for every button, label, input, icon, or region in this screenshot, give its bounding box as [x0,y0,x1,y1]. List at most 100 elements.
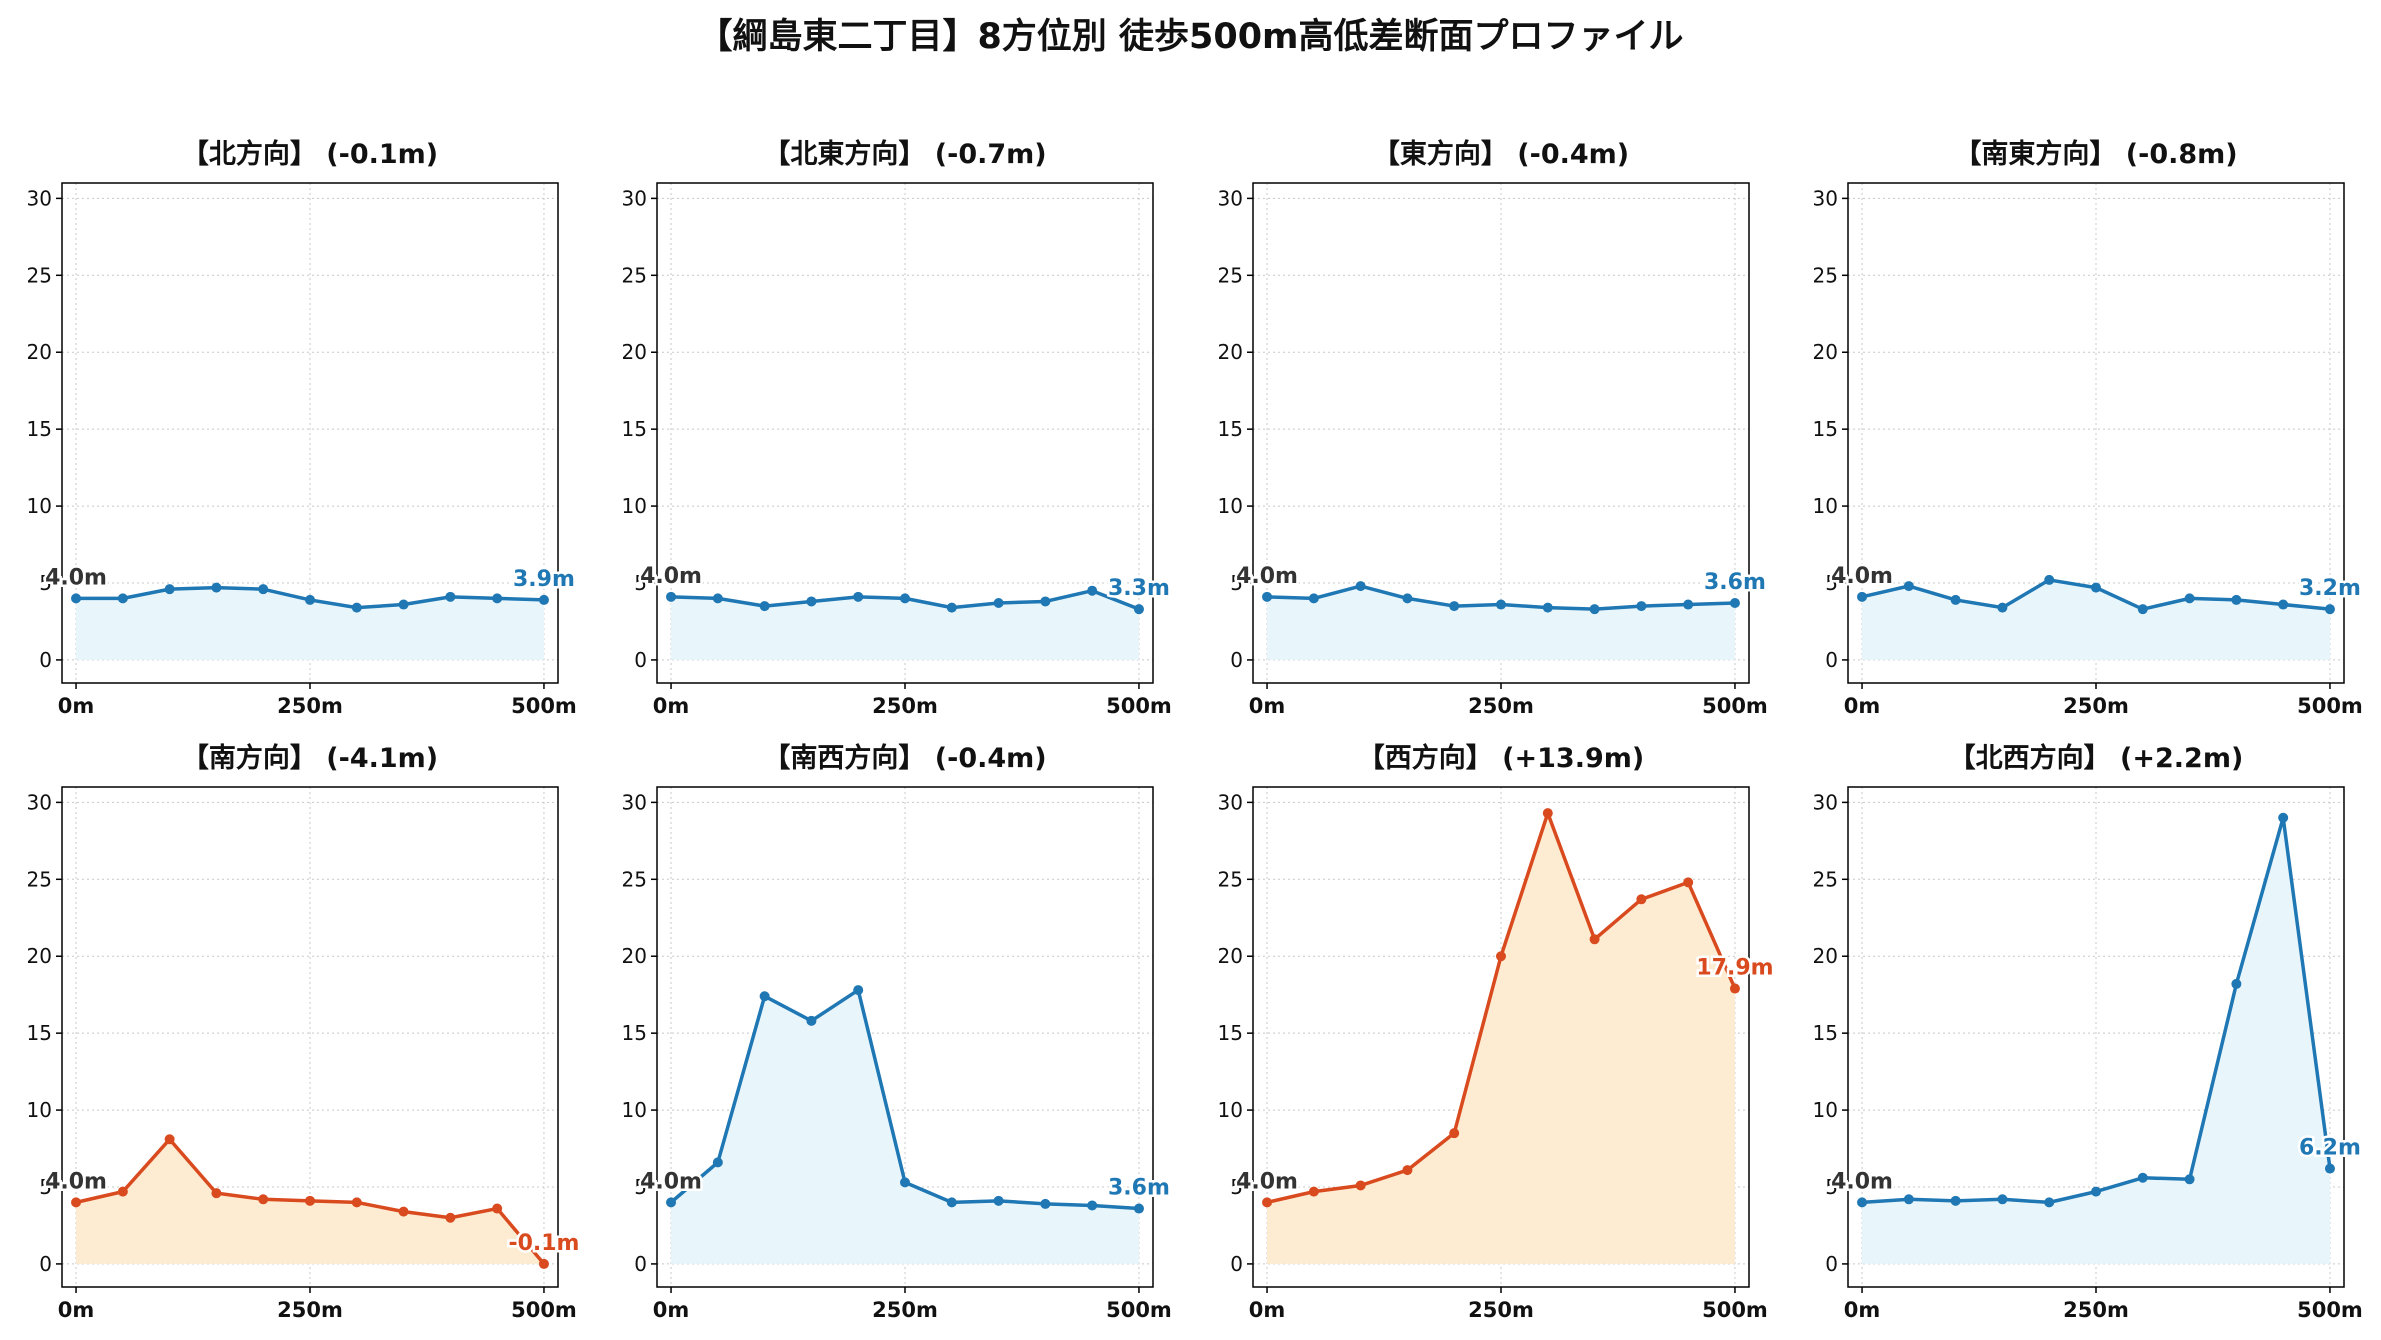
panel-5-point-450m [492,1203,503,1214]
panel-6-ytick-label: 10 [622,1098,647,1122]
panel-6-ytick-label: 30 [622,790,647,814]
panel-2-point-300m [946,602,957,613]
panel-8-point-450m [2278,812,2289,823]
panel-5-xtick-label: 500m [511,1298,577,1322]
panel-7-point-500m [1729,983,1740,994]
panel-2-start-label: 4.0m [640,564,702,589]
panel-2-point-400m [1040,596,1051,607]
panel-4-point-500m [2324,604,2335,615]
panel-4-point-200m [2044,574,2055,585]
panel-6-point-150m [806,1015,817,1026]
panel-5-point-500m [538,1258,549,1269]
panel-2-point-350m [993,598,1004,608]
panel-1-point-500m [538,594,549,605]
panel-3-xtick-label: 500m [1702,694,1768,718]
panel-1-point-300m [351,602,362,613]
panel-8-area-fill [1862,817,2330,1264]
panel-6-ytick-label: 25 [622,867,647,891]
panel-5-xtick-label: 250m [277,1298,343,1322]
panel-8-ytick-label: 5 [1825,1175,1838,1199]
panel-3-ytick-label: 25 [1218,263,1243,287]
panel-6-end-label: 3.6m [1108,1176,1170,1201]
panel-1-ytick-label: 25 [27,263,52,287]
panel-2-ytick-label: 0 [634,648,647,672]
panel-4-ytick-label: 15 [1813,417,1838,441]
panel-6-point-200m [853,985,864,996]
panel-3-ytick-label: 15 [1218,417,1243,441]
panel-1-point-200m [258,584,269,595]
figure-title: 【綱島東二丁目】8方位別 徒歩500m高低差断面プロファイル [697,17,1684,57]
panel-7-ytick-label: 25 [1218,867,1243,891]
panel-7-point-300m [1542,808,1553,819]
panel-2-point-50m [712,593,723,604]
panel-5-point-300m [351,1197,362,1208]
panel-3-point-300m [1542,602,1553,613]
panel-6-start-label: 4.0m [640,1169,702,1194]
panel-2-title: 【北東方向】 (-0.7m) [763,138,1046,170]
panel-5-point-150m [211,1188,222,1199]
panel-1-area-fill [76,587,544,660]
panel-2-point-200m [853,591,864,602]
panel-8-point-100m [1950,1195,1961,1206]
panel-1-point-250m [305,594,315,605]
panel-4-ytick-label: 30 [1813,186,1838,210]
panel-4-point-50m [1903,581,1914,592]
panel-8-ytick-label: 15 [1813,1021,1838,1045]
panel-2-point-100m [759,601,770,612]
panel-1-ytick-label: 15 [27,417,52,441]
panel-4-point-450m [2278,599,2289,610]
panel-3-ytick-label: 10 [1218,494,1243,518]
panel-4-title: 【南東方向】 (-0.8m) [1954,138,2237,170]
panel-6-ytick-label: 20 [622,944,647,968]
panel-7-ytick-label: 5 [1230,1175,1243,1199]
panel-3-xtick-label: 250m [1468,694,1534,718]
panel-1-point-450m [492,593,503,604]
panel-6-point-500m [1133,1203,1144,1214]
panel-2-ytick-label: 15 [622,417,647,441]
panel-5-point-0m [71,1197,82,1208]
panel-5-end-label: -0.1m [508,1231,579,1256]
panel-7-point-200m [1449,1128,1460,1139]
panel-1-ytick-label: 0 [39,648,52,672]
panel-3-point-150m [1402,593,1413,604]
panel-1-title: 【北方向】 (-0.1m) [182,138,438,170]
panel-4-point-350m [2184,593,2195,604]
panel-4-point-0m [1857,591,1868,602]
panel-2-point-450m [1087,585,1098,596]
panel-4-ytick-label: 20 [1813,340,1838,364]
panel-3-end-label: 3.6m [1704,570,1766,595]
panel-8-end-label: 6.2m [2299,1136,2361,1161]
panel-6-xtick-label: 250m [872,1298,938,1322]
panel-8-ytick-label: 30 [1813,790,1838,814]
panel-6-point-450m [1087,1200,1098,1211]
panel-2-ytick-label: 20 [622,340,647,364]
panel-7-xtick-label: 250m [1468,1298,1534,1322]
panel-8-point-200m [2044,1197,2055,1208]
panel-1-xtick-label: 0m [58,694,95,718]
panel-2-ytick-label: 10 [622,494,647,518]
panel-4-point-150m [1997,602,2008,613]
panel-2-xtick-label: 500m [1106,694,1172,718]
panel-3-point-200m [1449,601,1460,612]
panel-3-point-100m [1355,581,1366,592]
panel-3-point-350m [1589,604,1600,615]
panel-1-xtick-label: 500m [511,694,577,718]
panel-3-ytick-label: 0 [1230,648,1243,672]
panel-7-ytick-label: 30 [1218,790,1243,814]
panel-1-point-50m [117,593,128,604]
panel-3-ytick-label: 30 [1218,186,1243,210]
panel-6-point-0m [666,1197,677,1208]
panel-8-xtick-label: 500m [2297,1298,2363,1322]
panel-2-point-0m [666,591,677,602]
panel-7-area-fill [1267,813,1735,1264]
panel-5-ytick-label: 15 [27,1021,52,1045]
panel-8-point-350m [2184,1174,2195,1185]
panel-1-point-100m [164,584,175,595]
panel-8-point-150m [1997,1194,2008,1205]
panel-2-ytick-label: 30 [622,186,647,210]
panel-4-ytick-label: 25 [1813,263,1838,287]
panel-1-point-350m [398,599,409,610]
panel-7-title: 【西方向】 (+13.9m) [1358,742,1644,774]
panel-4-ytick-label: 5 [1825,571,1838,595]
